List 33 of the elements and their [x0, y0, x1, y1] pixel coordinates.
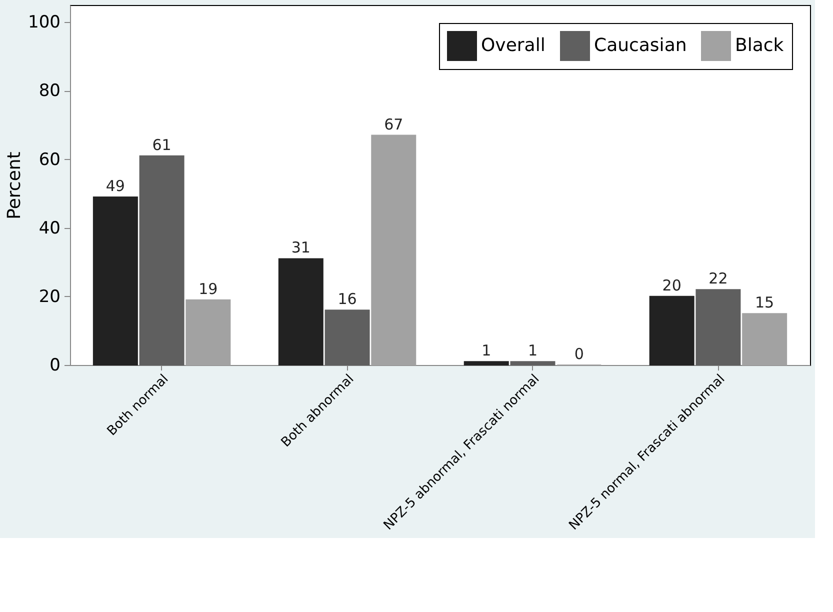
- bar: [649, 296, 694, 366]
- data-label: 31: [291, 238, 310, 257]
- legend-label: Overall: [481, 35, 546, 56]
- bar: [742, 313, 788, 366]
- legend-label: Black: [735, 35, 784, 56]
- y-tick-label: 0: [50, 356, 60, 376]
- bar: [371, 134, 416, 366]
- y-tick-label: 40: [38, 218, 60, 238]
- data-label: 1: [482, 342, 492, 360]
- y-tick-label: 60: [38, 150, 60, 170]
- bar: [510, 361, 556, 366]
- data-label: 61: [152, 136, 172, 154]
- data-label: 20: [662, 276, 682, 294]
- data-label: 15: [755, 294, 774, 312]
- data-label: 22: [708, 270, 728, 288]
- data-label: 1: [528, 342, 538, 360]
- bar: [696, 289, 741, 366]
- data-label: 0: [574, 345, 584, 363]
- legend-label: Caucasian: [594, 35, 687, 56]
- y-tick-label: 80: [38, 81, 60, 102]
- bar: [278, 258, 324, 366]
- data-label: 16: [338, 290, 357, 308]
- bar: [186, 299, 231, 366]
- data-label: 67: [384, 115, 404, 134]
- bar: [464, 361, 509, 366]
- data-label: 19: [198, 280, 218, 298]
- bar: [139, 155, 184, 366]
- y-tick-label: 20: [38, 286, 60, 307]
- y-tick-label: 100: [28, 12, 60, 33]
- data-label: 49: [106, 177, 125, 195]
- y-axis-title: Percent: [4, 152, 26, 220]
- bar: [92, 196, 138, 366]
- bar: [324, 310, 370, 366]
